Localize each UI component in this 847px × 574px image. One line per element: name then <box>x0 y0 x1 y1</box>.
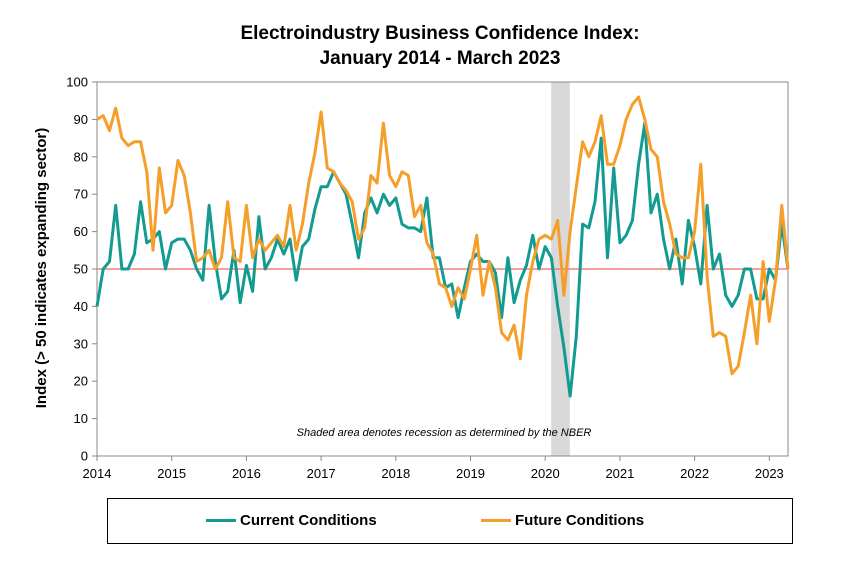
x-tick-label: 2017 <box>307 466 336 481</box>
legend: Current Conditions Future Conditions <box>107 498 793 544</box>
y-tick-label: 20 <box>74 374 88 389</box>
y-tick-label: 100 <box>66 75 88 90</box>
y-axis-label: Index (> 50 indicates expanding sector) <box>33 128 50 409</box>
x-axis-ticks: 2014 2015 2016 2017 2018 2019 2020 2021 2022 2023 <box>83 456 784 481</box>
legend-label-future: Future Conditions <box>515 512 645 529</box>
legend-label-current: Current Conditions <box>240 512 377 529</box>
future-conditions-line <box>96 95 790 376</box>
y-tick-label: 50 <box>74 262 88 277</box>
x-tick-label: 2020 <box>531 466 560 481</box>
x-tick-label: 2019 <box>456 466 485 481</box>
x-tick-label: 2021 <box>605 466 634 481</box>
y-tick-label: 0 <box>81 449 88 464</box>
y-tick-label: 10 <box>74 411 88 426</box>
y-tick-label: 30 <box>74 336 88 351</box>
legend-swatch-current <box>206 519 236 522</box>
x-tick-label: 2014 <box>83 466 112 481</box>
y-axis-ticks: 0 10 20 30 40 50 60 70 80 90 100 <box>66 75 97 464</box>
y-tick-label: 70 <box>74 187 88 202</box>
x-tick-label: 2022 <box>680 466 709 481</box>
y-tick-label: 80 <box>74 149 88 164</box>
x-tick-label: 2018 <box>381 466 410 481</box>
x-tick-label: 2016 <box>232 466 261 481</box>
y-tick-label: 90 <box>74 112 88 127</box>
legend-item-future: Future Conditions <box>481 512 644 529</box>
current-conditions-line <box>95 121 790 398</box>
x-tick-label: 2015 <box>157 466 186 481</box>
y-tick-label: 40 <box>74 299 88 314</box>
chart-subtitle: January 2014 - March 2023 <box>320 48 561 69</box>
recession-annotation: Shaded area denotes recession as determi… <box>297 427 592 439</box>
legend-swatch-future <box>481 519 511 522</box>
x-tick-label: 2023 <box>755 466 784 481</box>
chart-title: Electroindustry Business Confidence Inde… <box>240 23 639 44</box>
y-tick-label: 60 <box>74 224 88 239</box>
legend-item-current: Current Conditions <box>206 512 377 529</box>
